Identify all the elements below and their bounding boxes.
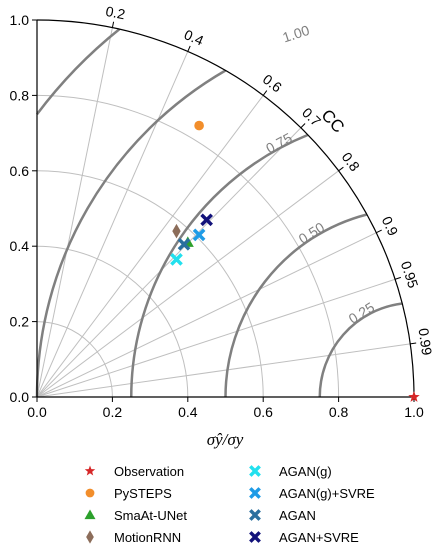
correlation-tick-mark <box>394 276 402 280</box>
correlation-tick-label: 0.99 <box>416 327 436 356</box>
legend-item: PySTEPS <box>85 486 172 501</box>
correlation-grid-line <box>36 27 113 398</box>
data-point <box>194 120 204 131</box>
legend-marker <box>84 465 96 476</box>
correlation-tick-label: 0.9 <box>379 214 402 239</box>
x-axis-title: σŷ/σy <box>207 430 244 449</box>
correlation-tick-mark <box>300 123 306 129</box>
y-tick-label: 0.4 <box>10 238 30 254</box>
legend-label: MotionRNN <box>114 530 181 545</box>
legend-label: AGAN(g) <box>279 464 332 479</box>
rmsd-contours: 0.250.500.751.001.25 <box>35 22 403 398</box>
rmsd-contour <box>35 69 227 398</box>
y-tick-label: 0.0 <box>10 389 30 405</box>
correlation-tick-mark <box>376 229 382 234</box>
data-point <box>170 253 183 266</box>
data-point <box>172 223 181 239</box>
outer-arc <box>36 19 415 398</box>
data-point <box>408 391 420 402</box>
correlation-tick-mark <box>262 90 268 96</box>
correlation-grid-line <box>36 95 264 398</box>
rmsd-label: 0.25 <box>346 299 378 327</box>
grid-layer <box>36 27 411 398</box>
y-tick-label: 0.8 <box>10 87 30 103</box>
legend: Observation PySTEPS SmaAt-UNet MotionRNN AGA… <box>84 464 375 545</box>
correlation-grid-line <box>36 232 377 398</box>
axis-ticks: 0.0 0.2 0.4 0.6 0.8 1.0 0.0 0.2 0.4 0.6 0.8 1.0 <box>10 12 424 420</box>
data-point <box>177 237 191 251</box>
y-tick-label: 1.0 <box>10 12 30 28</box>
correlation-tick-mark <box>338 166 344 172</box>
correlation-tick-mark <box>410 342 417 345</box>
correlation-ticks: 0.20.40.60.70.80.90.950.99 <box>104 3 435 357</box>
correlation-grid-line <box>36 170 339 398</box>
legend-label: AGAN <box>279 508 316 523</box>
legend-label: SmaAt-UNet <box>114 508 187 523</box>
x-tick-label: 0.4 <box>178 404 198 420</box>
legend-marker <box>85 488 95 498</box>
legend-marker <box>249 465 261 477</box>
std-grid-arc <box>36 94 340 398</box>
x-tick-label: 0.8 <box>329 404 349 420</box>
rmsd-label: 0.50 <box>296 219 328 247</box>
rmsd-contour <box>224 213 368 398</box>
legend-item: AGAN(g)+SVRE <box>249 486 375 501</box>
std-grid-arc <box>36 245 189 398</box>
legend-item: AGAN+SVRE <box>249 530 359 545</box>
legend-label: Observation <box>114 464 184 479</box>
correlation-grid-line <box>36 51 189 398</box>
data-points <box>170 120 420 402</box>
correlation-grid-line <box>36 278 396 398</box>
correlation-tick-label: 0.95 <box>398 259 422 290</box>
x-tick-label: 1.0 <box>404 404 424 420</box>
y-tick-label: 0.6 <box>10 163 30 179</box>
rmsd-contour <box>318 302 403 398</box>
correlation-tick-mark <box>111 21 115 28</box>
legend-item: MotionRNN <box>86 530 181 545</box>
correlation-grid-line <box>36 343 411 398</box>
legend-label: PySTEPS <box>114 486 172 501</box>
correlation-tick-label: 0.4 <box>182 26 206 49</box>
plot-frame <box>36 19 415 398</box>
data-point <box>192 228 206 242</box>
x-tick-label: 0.6 <box>253 404 273 420</box>
x-tick-label: 0.0 <box>27 404 47 420</box>
correlation-title: CC <box>318 106 349 137</box>
legend-marker <box>249 509 261 521</box>
correlation-tick-label: 0.2 <box>104 3 126 23</box>
correlation-grid-line <box>36 127 302 398</box>
legend-item: AGAN <box>249 508 316 523</box>
legend-marker <box>249 487 261 499</box>
legend-marker <box>249 531 261 543</box>
correlation-tick-label: 0.6 <box>260 71 285 96</box>
legend-marker <box>86 530 94 544</box>
legend-item: Observation <box>84 464 184 479</box>
x-tick-label: 0.2 <box>103 404 123 420</box>
rmsd-label: 1.00 <box>281 22 312 46</box>
legend-marker <box>84 509 96 520</box>
data-point <box>200 213 213 227</box>
rmsd-contour <box>36 28 121 116</box>
legend-label: AGAN+SVRE <box>279 530 359 545</box>
correlation-tick-label: 0.8 <box>339 149 364 174</box>
rmsd-label: 0.75 <box>263 129 295 156</box>
y-tick-label: 0.2 <box>10 314 30 330</box>
legend-item: AGAN(g) <box>249 464 332 479</box>
legend-item: SmaAt-UNet <box>84 508 187 523</box>
legend-label: AGAN(g)+SVRE <box>279 486 375 501</box>
correlation-tick-mark <box>187 45 191 52</box>
